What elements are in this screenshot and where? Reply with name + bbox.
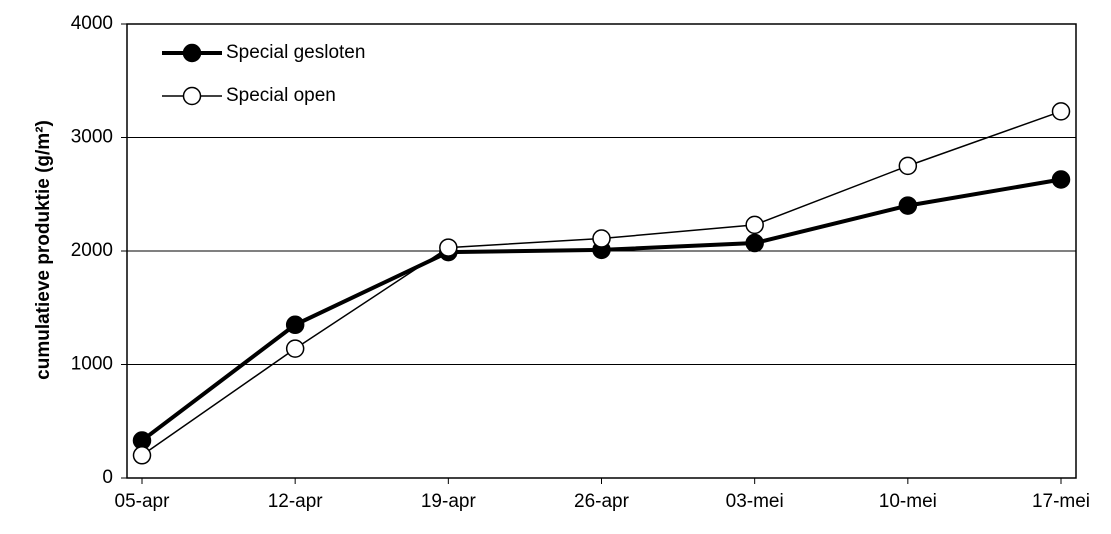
y-tick-label: 0 [102,467,113,488]
x-tick-label: 17-mei [1032,491,1090,512]
line-series [141,110,1062,456]
data-point [285,339,305,358]
x-tick-label: 12-apr [268,491,324,512]
x-tick-label: 26-apr [574,491,630,512]
x-tick-label: 05-apr [115,491,171,512]
x-tick-label: 19-apr [421,491,477,512]
data-point [898,156,918,176]
data-point [592,229,611,248]
y-tick-label: 4000 [71,13,113,34]
x-tick-label: 03-mei [726,491,784,512]
y-axis-label: cumulatieve produktie (g/m²) [33,120,54,380]
data-point [745,215,764,235]
data-point [132,446,152,465]
y-tick-label: 2000 [71,240,113,261]
legend-label: Special open [226,85,336,106]
data-point [439,238,458,257]
data-point [745,233,764,253]
legend-marker [182,43,202,63]
y-tick-label: 3000 [71,127,113,148]
legend-marker [182,86,202,106]
line-series [140,177,1062,443]
data-point [898,196,918,215]
data-point [285,315,305,335]
data-point [1051,102,1071,121]
legend-label: Special gesloten [226,42,365,63]
data-point [1051,170,1071,189]
y-tick-label: 1000 [71,354,113,375]
x-tick-label: 10-mei [879,491,937,512]
